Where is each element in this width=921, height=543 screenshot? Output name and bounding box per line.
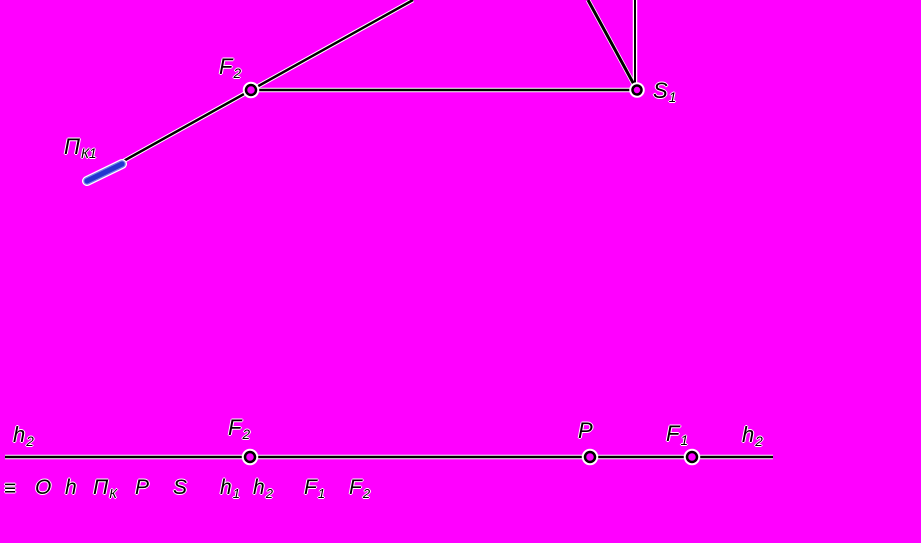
- symbol-h1-sub: 1: [232, 485, 240, 501]
- point-s1-halo: [629, 82, 645, 98]
- label-p: P: [578, 420, 593, 442]
- label-h2-left-base: h: [13, 422, 26, 447]
- symbol-identity-base: ≡: [4, 477, 17, 500]
- line-strokes: [5, 0, 773, 459]
- label-f1-base: F: [666, 421, 680, 446]
- label-s1: S1: [653, 78, 677, 105]
- label-f1: F1: [666, 421, 689, 448]
- point-halos: [241, 81, 701, 466]
- label-h2-left: h2: [13, 422, 34, 449]
- symbol-f1-sub: 1: [317, 485, 326, 501]
- symbol-identity: ≡: [4, 478, 16, 499]
- label-pk1-base: П: [64, 134, 80, 159]
- symbol-pk-base: П: [93, 476, 109, 499]
- symbol-s-base: S: [173, 476, 188, 499]
- symbol-o: O: [35, 477, 51, 498]
- symbol-h: h: [65, 477, 77, 498]
- symbol-pk: ПК: [93, 476, 117, 501]
- symbol-f2: F2: [349, 476, 371, 501]
- label-pk1: ПК1: [64, 134, 97, 161]
- label-f2-top-sub: 2: [233, 65, 242, 81]
- symbol-f2-base: F: [349, 476, 362, 499]
- highlight-segment-group: [82, 159, 127, 186]
- line-halos: [5, 0, 773, 460]
- label-s1-base: S: [653, 78, 668, 103]
- label-f2-bottom-base: F: [228, 415, 242, 440]
- label-h2-right-base: h: [742, 422, 755, 447]
- label-f2-top-base: F: [219, 54, 233, 79]
- point-f1: [685, 450, 699, 464]
- point-f2-top: [244, 83, 258, 97]
- label-f2-bottom: F2: [228, 415, 251, 442]
- symbol-f2-sub: 2: [362, 485, 371, 501]
- label-s1-sub: 1: [668, 89, 677, 105]
- point-p: [583, 450, 597, 464]
- symbol-h2-base: h: [253, 476, 265, 499]
- label-pk1-sub: К1: [80, 145, 97, 161]
- label-p-base: P: [578, 418, 593, 443]
- point-f2-bottom-halo: [241, 448, 259, 466]
- label-f2-bottom-sub: 2: [242, 426, 251, 442]
- label-f1-sub: 1: [680, 432, 689, 448]
- symbol-h1: h1: [220, 476, 240, 501]
- symbol-p-base: P: [135, 476, 150, 499]
- s1-edge-line: [586, 0, 639, 91]
- symbol-f1: F1: [304, 476, 326, 501]
- point-markers: [243, 83, 699, 464]
- symbol-s: S: [173, 477, 187, 498]
- point-p-halo: [581, 448, 599, 466]
- point-f2-top-halo: [242, 81, 260, 99]
- label-h2-left-sub: 2: [26, 433, 34, 449]
- highlight-segment: [84, 161, 125, 184]
- symbol-h1-base: h: [220, 476, 232, 499]
- symbol-pk-sub: К: [109, 485, 117, 501]
- symbol-f1-base: F: [304, 476, 317, 499]
- symbol-h-base: h: [65, 476, 77, 499]
- label-f2-top: F2: [219, 54, 242, 81]
- point-f1-halo: [683, 448, 701, 466]
- symbol-p: P: [135, 477, 149, 498]
- point-s1: [631, 84, 643, 96]
- symbol-h2-sub: 2: [265, 485, 273, 501]
- symbol-o-base: O: [35, 476, 52, 499]
- symbol-h2: h2: [253, 476, 273, 501]
- label-h2-right-sub: 2: [755, 433, 763, 449]
- label-h2-right: h2: [742, 422, 763, 449]
- point-f2-bottom: [243, 450, 257, 464]
